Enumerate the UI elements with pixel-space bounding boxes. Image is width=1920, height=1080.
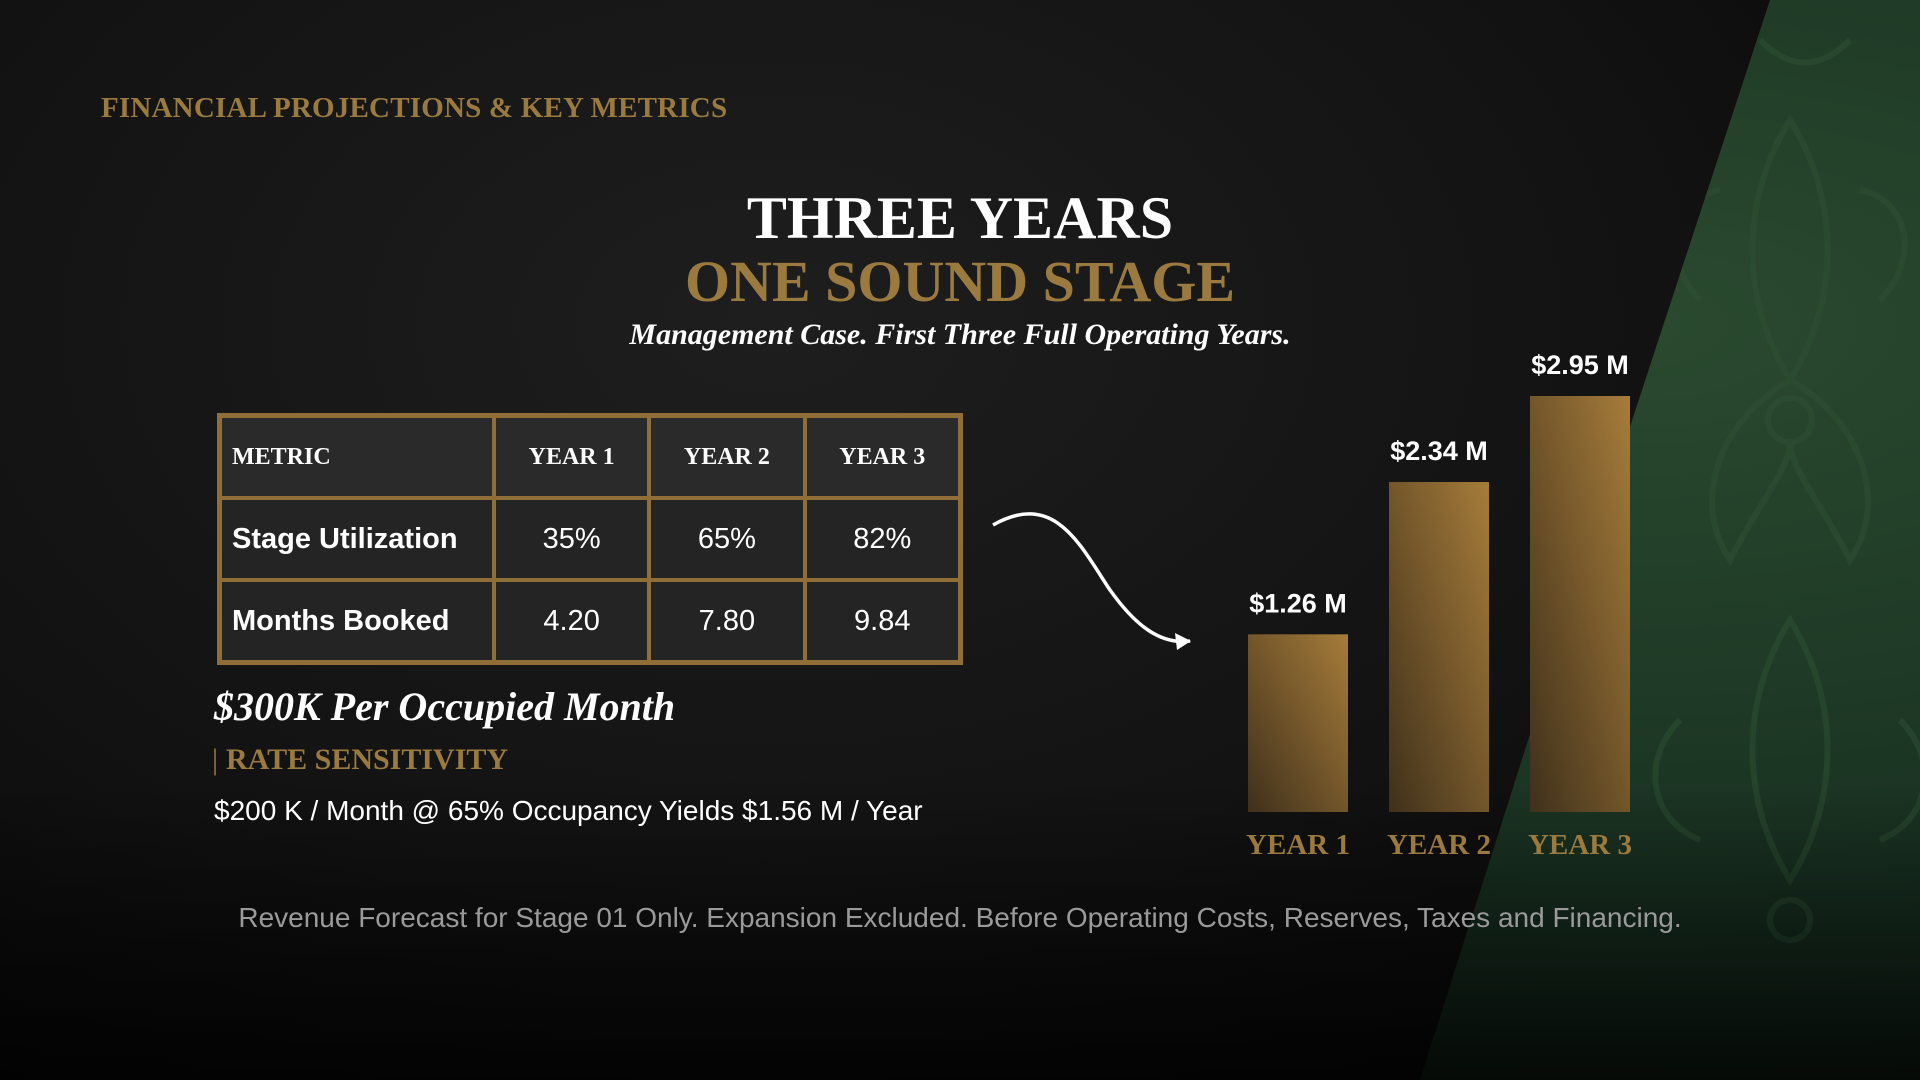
table-cell: 9.84 [802,578,963,665]
table-cell: 4.20 [491,578,652,665]
sensitivity-label: RATE SENSITIVITY [226,743,509,776]
table-header-row: METRIC YEAR 1 YEAR 2 YEAR 3 [217,413,963,500]
table-header-year2: YEAR 2 [647,413,807,500]
section-kicker: FINANCIAL PROJECTIONS & KEY METRICS [101,92,728,124]
bar-year-1 [1248,634,1348,812]
table-cell: 82% [802,496,963,582]
x-tick-label: YEAR 2 [1387,829,1491,861]
bar-year-2 [1389,482,1489,812]
bottom-shade [0,780,1920,1080]
bar-value-label: $2.34 M [1390,436,1488,466]
table-cell: 65% [647,496,807,582]
table-row-label: Months Booked [217,578,496,665]
table-cell: 35% [491,496,652,582]
page-title-line1: THREE YEARS [746,185,1174,251]
table-cell: 7.80 [647,578,807,665]
revenue-bar-chart: $1.26 M YEAR 1 $2.34 M YEAR 2 $2.95 M YEAR 3 [1246,350,1632,861]
table-row: Months Booked 4.20 7.80 9.84 [217,578,963,665]
page-subtitle: Management Case. First Three Full Operat… [629,318,1291,351]
metrics-table: METRIC YEAR 1 YEAR 2 YEAR 3 Stage Utiliz… [217,413,963,665]
page-title-line2: ONE SOUND STAGE [684,249,1236,314]
sensitivity-bar: | [212,743,219,776]
bar-year-3 [1530,396,1630,812]
table-header-year1: YEAR 1 [491,413,652,500]
bar-value-label: $2.95 M [1531,350,1629,380]
table-header-metric: METRIC [217,413,496,500]
table-header-year3: YEAR 3 [802,413,963,500]
curved-arrow-icon [992,512,1191,650]
x-tick-label: YEAR 3 [1528,829,1632,861]
table-row-label: Stage Utilization [217,496,496,582]
rate-headline: $300K Per Occupied Month [214,684,676,729]
x-tick-label: YEAR 1 [1246,829,1350,861]
bar-value-label: $1.26 M [1249,588,1347,618]
footnote: Revenue Forecast for Stage 01 Only. Expa… [238,902,1682,933]
rate-sensitivity-detail: $200 K / Month @ 65% Occupancy Yields $1… [214,795,923,826]
table-row: Stage Utilization 35% 65% 82% [217,496,963,582]
rate-sensitivity-heading: | RATE SENSITIVITY [212,743,508,777]
